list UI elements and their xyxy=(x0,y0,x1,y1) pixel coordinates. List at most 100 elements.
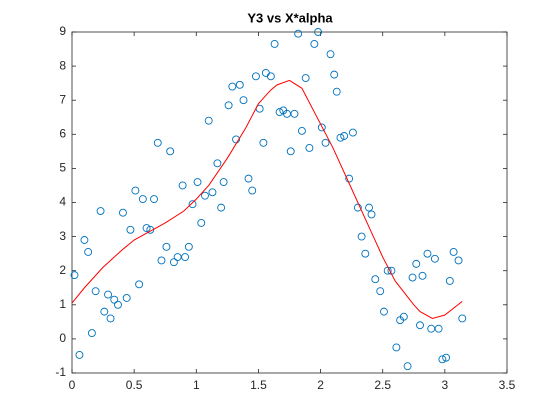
point xyxy=(270,39,279,48)
point xyxy=(305,143,314,152)
point xyxy=(301,74,310,82)
point xyxy=(340,132,349,140)
point xyxy=(106,314,115,323)
point xyxy=(365,203,373,212)
point xyxy=(430,254,439,263)
point xyxy=(153,138,162,147)
point xyxy=(122,294,131,302)
point xyxy=(357,232,366,241)
x-tick-label: 1 xyxy=(193,378,200,392)
y-tick-label: 1 xyxy=(59,297,66,311)
point xyxy=(173,253,182,262)
point xyxy=(408,273,417,282)
y-tick-label: 0 xyxy=(59,331,66,345)
y-tick-label: 6 xyxy=(59,126,66,140)
point xyxy=(330,70,339,79)
point xyxy=(126,225,135,234)
point xyxy=(150,195,158,204)
point xyxy=(138,195,147,204)
point xyxy=(367,210,376,219)
point xyxy=(80,236,89,244)
point xyxy=(201,191,209,200)
point xyxy=(204,116,213,125)
point xyxy=(181,253,190,262)
point xyxy=(403,362,412,371)
point xyxy=(416,321,424,330)
point xyxy=(96,207,105,215)
point xyxy=(100,307,109,316)
point xyxy=(449,247,458,256)
point xyxy=(423,249,432,258)
point xyxy=(353,203,362,212)
point xyxy=(376,287,385,296)
point xyxy=(458,314,467,323)
point xyxy=(294,29,303,38)
point xyxy=(371,275,380,284)
y-tick-label: 9 xyxy=(59,24,66,38)
point xyxy=(283,109,291,118)
x-tick-label: 1.5 xyxy=(250,378,267,392)
point xyxy=(445,276,454,285)
point xyxy=(131,186,140,195)
point xyxy=(219,178,228,186)
x-tick-label: 3 xyxy=(442,378,449,392)
point xyxy=(275,108,284,117)
point xyxy=(412,259,421,268)
point xyxy=(251,72,260,81)
point xyxy=(110,295,119,304)
plot-area xyxy=(71,31,508,374)
point xyxy=(169,258,178,267)
point xyxy=(380,307,388,316)
point xyxy=(392,343,401,352)
point xyxy=(317,123,326,132)
point xyxy=(228,82,237,91)
x-tick-label: 2.5 xyxy=(374,378,391,392)
point xyxy=(114,300,122,309)
point xyxy=(454,256,463,265)
point xyxy=(297,126,306,135)
point xyxy=(104,290,112,299)
point xyxy=(438,355,447,364)
point xyxy=(213,159,222,168)
point xyxy=(434,324,443,333)
fit-line xyxy=(71,79,463,319)
point xyxy=(314,28,323,36)
y-tick-label: 7 xyxy=(59,92,66,106)
point xyxy=(266,72,275,81)
point xyxy=(336,133,345,142)
point xyxy=(418,271,427,280)
point xyxy=(162,242,171,251)
point xyxy=(70,271,79,280)
point xyxy=(157,256,166,265)
point xyxy=(208,188,217,197)
point xyxy=(119,208,127,217)
point xyxy=(442,353,451,362)
point xyxy=(135,280,144,289)
point xyxy=(178,181,187,190)
y-tick-label: 3 xyxy=(59,229,66,243)
point xyxy=(217,203,226,212)
point xyxy=(427,324,436,333)
y-tick-label: -1 xyxy=(55,365,66,379)
point xyxy=(184,242,193,251)
y-tick-label: 5 xyxy=(59,161,66,175)
point xyxy=(332,87,341,96)
point xyxy=(326,50,335,59)
point xyxy=(239,96,248,105)
x-tick-label: 3.5 xyxy=(499,378,516,392)
point xyxy=(84,247,93,256)
point xyxy=(248,186,257,195)
point xyxy=(310,39,319,48)
point xyxy=(361,249,370,258)
point xyxy=(244,174,253,183)
y-tick-label: 4 xyxy=(59,195,66,209)
chart-title: Y3 vs X*alpha xyxy=(247,10,333,25)
point xyxy=(75,350,84,359)
point xyxy=(166,147,175,156)
point xyxy=(91,287,100,296)
x-tick-label: 0.5 xyxy=(126,378,143,392)
point xyxy=(87,329,96,338)
x-tick-label: 2 xyxy=(317,378,324,392)
y-tick-label: 2 xyxy=(59,263,66,277)
